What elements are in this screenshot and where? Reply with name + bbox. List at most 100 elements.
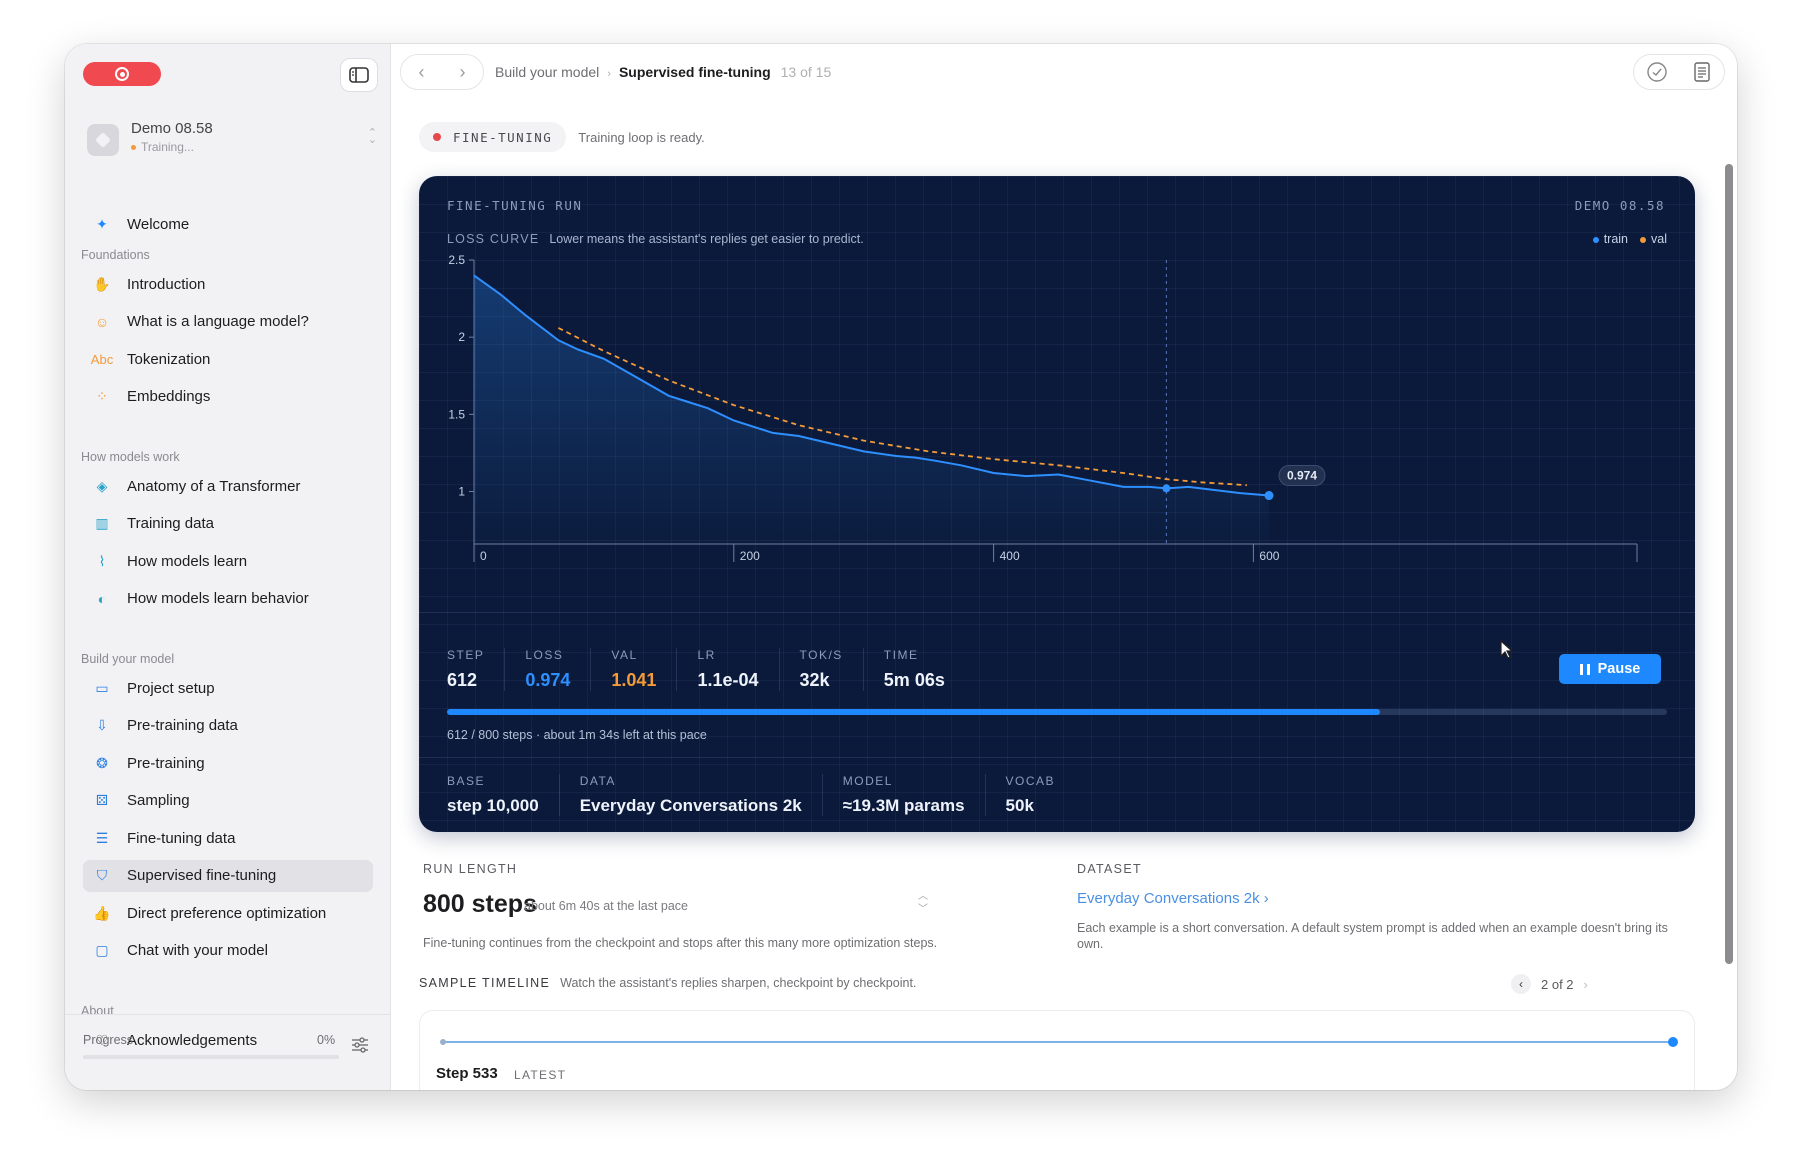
stat-vocab: VOCAB 50k xyxy=(1006,774,1076,816)
sidebar-item-label: Acknowledgements xyxy=(127,1031,258,1049)
run-length-heading: RUN LENGTH xyxy=(423,862,518,876)
loss-chart: 1 1.5 2 2.5 0 200 400 600 0.974 xyxy=(448,253,1638,563)
sidebar-toggle-button[interactable] xyxy=(340,58,378,92)
sample-timeline-card: Step 533 LATEST xyxy=(419,1010,1695,1090)
loss-curve-desc: Lower means the assistant's replies get … xyxy=(549,232,864,246)
sidebar-item-anatomy-of-a-transformer[interactable]: ◈ Anatomy of a Transformer xyxy=(83,470,373,502)
dots-icon: ⁘ xyxy=(96,388,108,404)
stat-value: step 10,000 xyxy=(447,796,539,815)
run-length-value: 800 steps xyxy=(423,890,537,918)
pause-icon xyxy=(1579,663,1590,675)
sidebar-item-chat-with-your-model[interactable]: ▢ Chat with your model xyxy=(83,935,373,967)
stat-value: 50k xyxy=(1005,796,1034,815)
timeline-handle[interactable] xyxy=(1668,1037,1678,1047)
x-tick-label: 400 xyxy=(1000,549,1020,563)
sidebar: Demo 08.58 Training... ⌃ ⌄ ✦ Welcome Founda… xyxy=(65,44,391,1090)
project-icon xyxy=(87,124,119,156)
sidebar-item-what-is-a-language-model[interactable]: ☺ What is a language model? xyxy=(83,306,373,338)
record-button[interactable] xyxy=(83,62,161,86)
sample-timeline-heading: SAMPLE TIMELINE xyxy=(419,976,551,990)
phase-header: FINE-TUNING Training loop is ready. xyxy=(419,122,705,152)
breadcrumb-parent[interactable]: Build your model xyxy=(495,64,600,80)
progress-bar xyxy=(83,1055,339,1059)
sidebar-item-introduction[interactable]: ✋ Introduction xyxy=(83,268,373,300)
list-icon: ☰ xyxy=(95,829,109,846)
sidebar-item-label: Supervised fine-tuning xyxy=(127,867,277,884)
sidebar-section-heading: Foundations xyxy=(81,248,150,262)
stat-loss: LOSS 0.974 xyxy=(525,648,592,691)
sidebar-icon xyxy=(349,67,369,83)
dataset-heading: DATASET xyxy=(1077,862,1142,876)
checkmark-circle-icon[interactable] xyxy=(1646,61,1668,83)
sidebar-item-pre-training-data[interactable]: ⇩ Pre-training data xyxy=(83,710,373,742)
chevron-right-icon[interactable]: › xyxy=(1583,976,1588,992)
fine-tuning-panel: FINE-TUNING RUN DEMO 08.58 LOSS CURVE Low… xyxy=(419,176,1695,832)
folder-icon: ▭ xyxy=(95,679,109,696)
pause-button[interactable]: Pause xyxy=(1559,654,1661,684)
sidebar-item-welcome[interactable]: ✦ Welcome xyxy=(83,208,373,240)
sidebar-item-label: Welcome xyxy=(127,215,190,233)
sparkle-icon: ✦ xyxy=(96,215,108,232)
sidebar-item-how-models-learn[interactable]: ⌇ How models learn xyxy=(83,545,373,577)
sidebar-item-label: Chat with your model xyxy=(127,942,268,959)
sidebar-section-heading: Build your model xyxy=(81,652,175,666)
value-tooltip xyxy=(1278,465,1326,487)
checkpoint-point xyxy=(1162,484,1171,493)
stat-label: BASE xyxy=(447,774,486,788)
stat-val: VAL 1.041 xyxy=(611,648,678,691)
x-tick-label: 600 xyxy=(1259,549,1279,563)
graduation-cap-icon: ⛉ xyxy=(96,867,108,883)
back-icon[interactable]: ‹ xyxy=(418,61,425,82)
sidebar-item-how-models-learn-behavior[interactable]: ◐ How models learn behavior xyxy=(83,583,373,615)
timeline-step: Step 533 xyxy=(436,1065,498,1082)
forward-icon[interactable]: › xyxy=(459,61,466,82)
tray-icon: ⇩ xyxy=(96,717,108,733)
stat-value: ≈19.3M params xyxy=(842,796,965,815)
dataset-link[interactable]: Everyday Conversations 2k › xyxy=(1077,890,1269,907)
sidebar-item-label: Pre-training data xyxy=(127,717,238,734)
sidebar-item-fine-tuning-data[interactable]: ☰ Fine-tuning data xyxy=(83,822,373,854)
sidebar-item-pre-training[interactable]: ❂ Pre-training xyxy=(83,747,373,779)
sidebar-item-embeddings[interactable]: ⁘ Embeddings xyxy=(83,381,373,413)
x-tick-label: 200 xyxy=(740,549,760,563)
loss-curve-label: LOSS CURVE xyxy=(447,232,540,246)
sidebar-item-label: Project setup xyxy=(127,679,215,697)
timeline-pager: ‹ 2 of 2 › xyxy=(1511,974,1588,994)
chevron-down-icon[interactable]: ﹀ xyxy=(918,904,928,915)
sidebar-item-project-setup[interactable]: ▭ Project setup xyxy=(83,672,373,704)
panel-divider xyxy=(419,612,1695,613)
sidebar-item-sampling[interactable]: ⚄ Sampling xyxy=(83,785,373,817)
project-switcher[interactable]: Demo 08.58 Training... ⌃ ⌄ xyxy=(87,118,377,158)
sidebar-item-tokenization[interactable]: Abc Tokenization xyxy=(83,343,373,375)
toolbar-actions xyxy=(1633,54,1725,90)
stat-label: LR xyxy=(697,648,716,662)
stat-label: STEP xyxy=(447,648,485,662)
sidebar-item-label: How models learn behavior xyxy=(127,590,309,607)
run-length-stepper[interactable]: ︿ ﹀ xyxy=(911,890,935,920)
main-content: ‹ › Build your model › Supervised fine-tun… xyxy=(391,44,1737,1090)
timeline-track[interactable] xyxy=(440,1037,1678,1047)
sidebar-item-acknowledgements[interactable]: ♡ Acknowledgements xyxy=(83,1024,373,1056)
stat-label: TIME xyxy=(883,648,919,662)
breadcrumb: Build your model › Supervised fine-tuning 1… xyxy=(495,64,831,80)
sidebar-item-direct-preference-optimization[interactable]: 👍 Direct preference optimization xyxy=(83,897,373,929)
panel-project-label: DEMO 08.58 xyxy=(1574,198,1665,213)
notes-icon[interactable] xyxy=(1692,61,1712,83)
app-window: Demo 08.58 Training... ⌃ ⌄ ✦ Welcome Founda… xyxy=(65,44,1737,1090)
stat-value: 1.1e-04 xyxy=(697,670,759,690)
run-progress-note: 612 / 800 steps · about 1m 34s left at t… xyxy=(447,728,707,742)
chevron-up-icon[interactable]: ︿ xyxy=(918,891,928,902)
stat-step: STEP 612 xyxy=(447,648,506,691)
stat-value: 5m 06s xyxy=(883,670,945,690)
stat-label: LOSS xyxy=(525,648,564,662)
legend-val-swatch xyxy=(1640,236,1647,243)
sidebar-item-label: Fine-tuning data xyxy=(127,829,236,847)
sidebar-item-training-data[interactable]: ▥ Training data xyxy=(83,508,373,540)
sidebar-item-supervised-fine-tuning[interactable]: ⛉ Supervised fine-tuning xyxy=(83,859,373,892)
chevron-left-icon[interactable]: ‹ xyxy=(1511,974,1531,994)
stat-label: VAL xyxy=(611,648,638,662)
settings-sliders-icon[interactable] xyxy=(351,1037,369,1053)
stat-label: TOK/S xyxy=(799,648,843,662)
sidebar-item-label: What is a language model? xyxy=(127,313,309,330)
scrollbar[interactable] xyxy=(1725,164,1733,964)
